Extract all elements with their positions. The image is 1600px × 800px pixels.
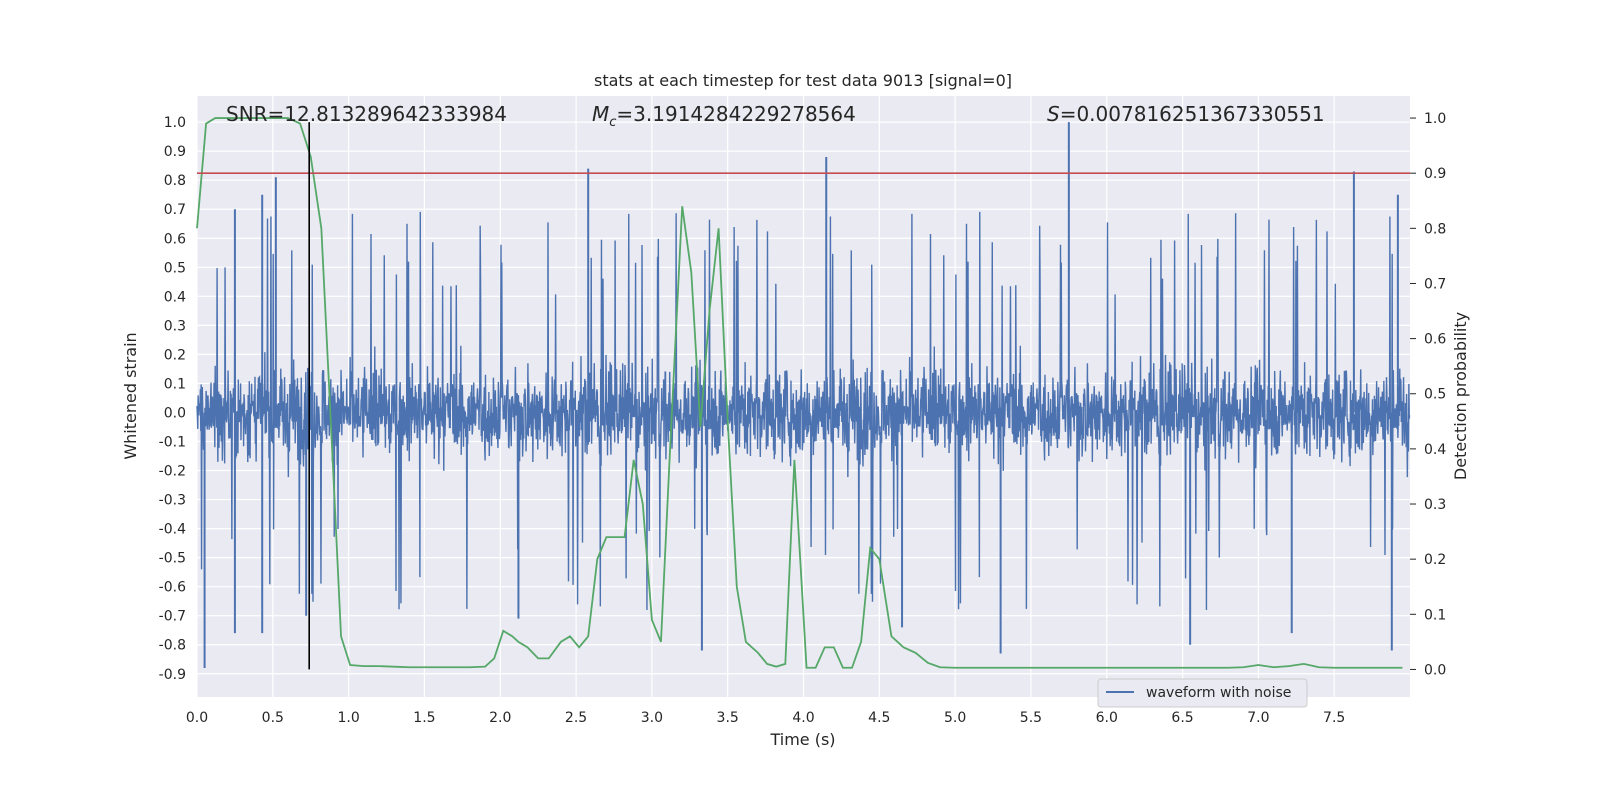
y-left-tick-label: -0.6 — [159, 580, 186, 596]
mc-value: =3.1914284229278564 — [616, 102, 855, 126]
y-left-tick-label: 0.0 — [164, 405, 186, 421]
y-right-tick-label: 0.8 — [1424, 221, 1446, 237]
y-right-tick-label: 0.5 — [1424, 387, 1446, 403]
x-tick-label: 4.5 — [868, 710, 890, 726]
s-value: =0.007816251367330551 — [1060, 102, 1325, 126]
probability-series — [196, 117, 1403, 669]
x-tick-label: 3.5 — [717, 710, 739, 726]
x-tick-label: 7.5 — [1323, 710, 1345, 726]
x-tick-label: 6.5 — [1171, 710, 1193, 726]
mc-symbol: M — [592, 102, 609, 126]
y-left-tick-label: -0.2 — [159, 464, 186, 480]
x-tick-label: 0.0 — [186, 710, 208, 726]
y-axis-right: 1.0 0.9 0.8 0.7 0.6 0.5 0.4 0.3 0.2 0.1 0.0 — [1410, 111, 1446, 678]
y-left-tick-label: -0.1 — [159, 435, 186, 451]
y-left-tick-label: -0.8 — [159, 638, 186, 654]
mc-subscript: c — [609, 115, 616, 130]
y-left-tick-label: 0.8 — [164, 173, 186, 189]
chart-title: stats at each timestep for test data 901… — [594, 71, 1012, 90]
y-right-tick-label: 0.1 — [1424, 607, 1446, 623]
x-tick-label: 7.0 — [1247, 710, 1269, 726]
y-left-tick-label: -0.3 — [159, 493, 186, 509]
y-left-tick-label: 0.6 — [164, 231, 186, 247]
y-left-tick-label: 0.7 — [164, 202, 186, 218]
y-right-tick-label: 0.2 — [1424, 552, 1446, 568]
x-tick-label: 2.0 — [489, 710, 511, 726]
x-tick-label: 5.0 — [944, 710, 966, 726]
y-left-tick-label: 1.0 — [164, 115, 186, 131]
y-right-tick-label: 0.6 — [1424, 332, 1446, 348]
y-left-tick-label: 0.5 — [164, 260, 186, 276]
y-left-tick-label: -0.9 — [159, 667, 186, 683]
x-tick-label: 0.5 — [262, 710, 284, 726]
y-right-tick-label: 0.3 — [1424, 497, 1446, 513]
x-tick-label: 2.5 — [565, 710, 587, 726]
s-symbol: S — [1047, 102, 1060, 126]
x-axis: 0.0 0.5 1.0 1.5 2.0 2.5 3.0 3.5 4.0 4.5 5.0 5.5 6.0 6… — [186, 710, 1345, 726]
x-axis-label: Time (s) — [769, 730, 835, 749]
waveform-line — [196, 211, 1411, 611]
x-tick-label: 6.0 — [1096, 710, 1118, 726]
x-tick-label: 1.5 — [413, 710, 435, 726]
y-axis-right-label: Detection probability — [1451, 312, 1470, 480]
x-tick-label: 5.5 — [1020, 710, 1042, 726]
legend: waveform with noise — [1097, 678, 1308, 708]
y-right-tick-label: 0.0 — [1424, 662, 1446, 678]
s-annotation: S=0.007816251367330551 — [1047, 102, 1325, 126]
y-right-tick-label: 0.9 — [1424, 166, 1446, 182]
y-left-tick-label: 0.1 — [164, 376, 186, 392]
legend-label: waveform with noise — [1146, 685, 1291, 701]
y-axis-left: 1.0 0.9 0.8 0.7 0.6 0.5 0.4 0.3 0.2 0.1 0.0 -0.1 -0.… — [159, 115, 186, 683]
snr-annotation: SNR=12.813289642333984 — [226, 102, 507, 126]
y-left-tick-label: -0.5 — [159, 551, 186, 567]
y-left-tick-label: 0.3 — [164, 318, 186, 334]
y-right-tick-label: 1.0 — [1424, 111, 1446, 127]
y-axis-left-label: Whitened strain — [121, 332, 140, 459]
mc-annotation: Mc=3.1914284229278564 — [592, 102, 856, 130]
y-left-tick-label: 0.2 — [164, 347, 186, 363]
y-left-tick-label: 0.9 — [164, 144, 186, 160]
y-left-tick-label: -0.7 — [159, 609, 186, 625]
y-left-tick-label: -0.4 — [159, 522, 186, 538]
y-left-tick-label: 0.4 — [164, 289, 186, 305]
legend-box — [1097, 678, 1308, 708]
x-tick-label: 1.0 — [337, 710, 359, 726]
y-right-tick-label: 0.4 — [1424, 442, 1446, 458]
x-tick-label: 4.0 — [792, 710, 814, 726]
y-right-tick-label: 0.7 — [1424, 276, 1446, 292]
probability-line — [196, 117, 1403, 669]
x-tick-label: 3.0 — [641, 710, 663, 726]
waveform-series — [196, 122, 1411, 668]
